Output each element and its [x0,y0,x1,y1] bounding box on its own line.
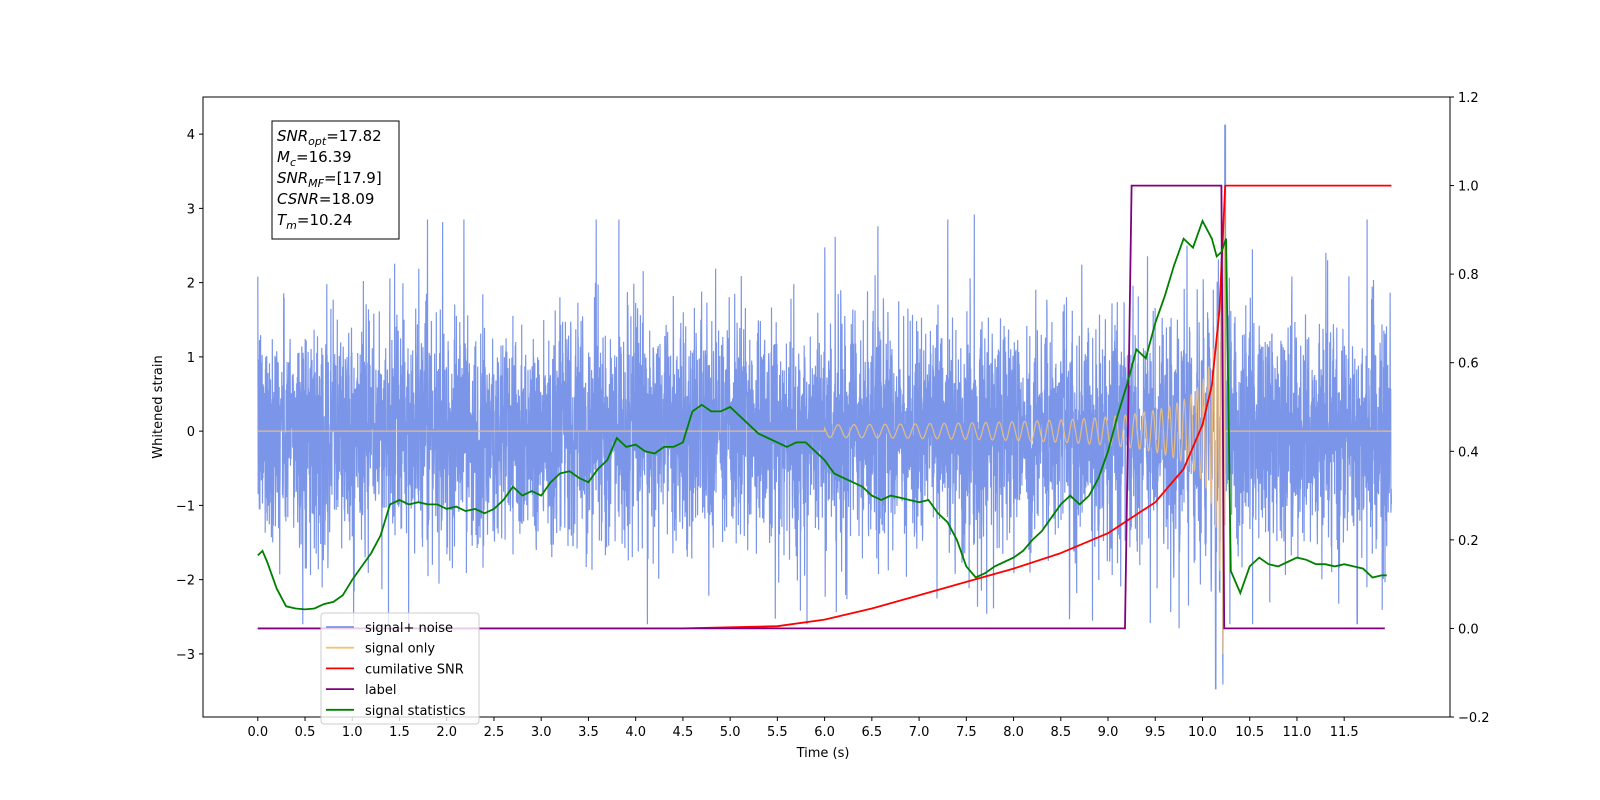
x-tick-label: 6.5 [862,725,883,740]
annotation-line: SNRopt=17.82 [277,127,382,148]
x-tick-label: 4.0 [625,725,646,740]
x-tick-label: 7.5 [956,725,977,740]
annotation-line: Tm=10.24 [277,211,352,232]
x-tick-label: 8.0 [1003,725,1024,740]
y-right-tick-label: 0.0 [1458,622,1479,637]
annotation-line: SNRMF=[17.9] [277,169,382,190]
y-left-tick-label: 0 [187,425,195,440]
y-right-tick-label: 0.8 [1458,268,1479,283]
annotation-line: CSNR=18.09 [277,190,374,208]
y-left-tick-label: 3 [187,202,195,217]
x-tick-label: 0.0 [247,725,268,740]
legend-entry: cumilative SNR [365,662,464,677]
x-tick-label: 8.5 [1050,725,1071,740]
legend-frame [320,612,480,725]
x-axis: 0.0 0.5 1.0 1.5 2.0 2.5 3.0 3.5 4.0 4.5 5.0 5.5 6.0 6… [247,717,1359,740]
x-tick-label: 3.5 [578,725,599,740]
x-tick-label: 7.0 [909,725,930,740]
legend-entry: signal statistics [365,704,466,719]
y-left-tick-label: −3 [176,648,195,663]
x-tick-label: 2.5 [484,725,505,740]
x-tick-label: 2.0 [436,725,457,740]
y-left-tick-label: 1 [187,351,195,366]
x-tick-label: 0.5 [295,725,316,740]
series-label-line [257,184,1385,630]
x-tick-label: 4.5 [673,725,694,740]
annotation-frame [271,120,400,240]
y-left-tick-label: −2 [176,574,195,589]
y-axis-left: −3 −2 −1 0 1 2 3 4 [176,128,203,663]
y-right-tick-label: 0.6 [1458,357,1479,372]
x-tick-label: 1.5 [389,725,410,740]
y-right-tick-label: −0.2 [1458,711,1490,726]
plot-area [257,124,1392,690]
y-left-tick-label: 2 [187,277,195,292]
y-right-tick-label: 0.4 [1458,445,1479,460]
series-signal-only-line [257,209,1392,654]
x-tick-label: 5.0 [720,725,741,740]
x-tick-label: 9.5 [1145,725,1166,740]
y-right-tick-label: 1.2 [1458,91,1479,106]
x-tick-label: 3.0 [531,725,552,740]
y-axis-label: Whitened strain [151,355,166,458]
x-tick-label: 10.0 [1188,725,1217,740]
y-axis-right: −0.2 0.0 0.2 0.4 0.6 0.8 1.0 1.2 [1450,91,1490,726]
x-tick-label: 6.0 [814,725,835,740]
legend-entry: signal+ noise [365,621,453,636]
legend-entry: signal only [365,642,435,657]
y-left-tick-label: −1 [176,499,195,514]
x-tick-label: 5.5 [767,725,788,740]
y-right-tick-label: 0.2 [1458,534,1479,549]
series-signal-statistics-line [257,218,1387,611]
x-tick-label: 11.5 [1330,725,1359,740]
x-tick-label: 10.5 [1235,725,1264,740]
annotation-box: SNRopt=17.82Mc=16.39SNRMF=[17.9]CSNR=18.… [271,120,400,240]
legend-entry: label [365,683,396,698]
x-tick-label: 1.0 [342,725,363,740]
x-tick-label: 11.0 [1282,725,1311,740]
x-axis-label: Time (s) [796,746,850,761]
annotation-line: Mc=16.39 [277,148,352,169]
series-cumulative-snr-line [257,184,1392,630]
y-right-tick-label: 1.0 [1458,180,1479,195]
y-left-tick-label: 4 [187,128,195,143]
plot-frame [202,96,1451,718]
legend: signal+ noise signal only cumilative SNR la… [320,612,480,725]
x-tick-label: 9.0 [1098,725,1119,740]
